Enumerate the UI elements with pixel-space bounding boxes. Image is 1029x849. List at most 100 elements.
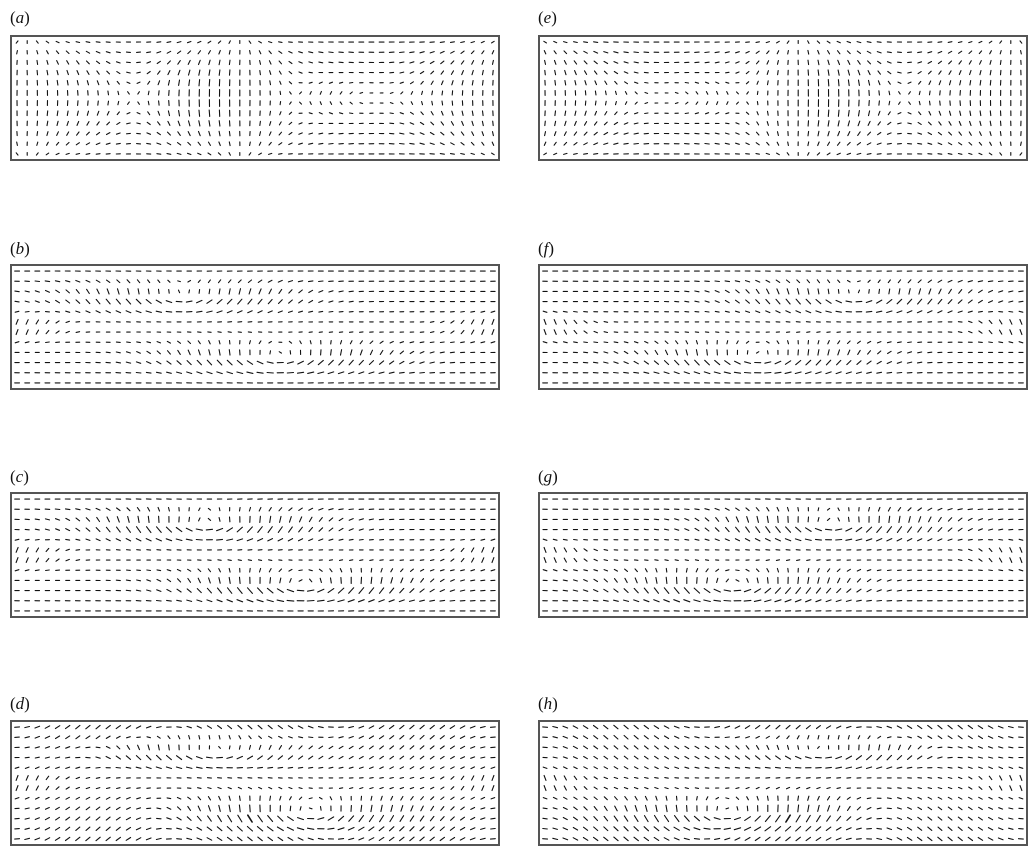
vector-arrow [947,766,953,769]
vector-arrow [776,735,780,739]
vector-arrow [877,279,881,284]
vector-arrow [543,141,547,146]
vector-arrow [755,153,760,155]
vector-arrow [75,786,81,790]
vector-arrow [563,152,568,155]
vector-arrow [706,577,709,584]
vector-arrow [492,69,494,76]
vector-arrow [195,756,203,760]
vector-arrow [593,153,599,155]
vector-arrow [218,745,221,749]
vector-arrow [774,360,782,365]
vector-arrow [633,587,639,594]
vector-arrow [764,361,772,364]
vector-arrow [429,599,436,602]
vector-arrow [675,349,679,356]
vector-arrow [592,361,599,364]
vector-arrow [207,40,212,44]
vector-arrow [845,837,852,841]
vector-arrow [897,341,902,344]
vector-arrow [886,299,893,305]
vector-arrow [715,112,720,115]
vector-arrow [562,735,569,739]
vector-arrow [633,755,639,760]
vector-arrow [603,559,609,562]
vector-arrow [1019,546,1023,553]
vector-arrow [633,61,639,64]
vector-arrow [470,50,475,55]
vector-arrow [65,528,71,532]
vector-arrow [36,141,39,146]
vector-arrow [937,826,943,831]
vector-arrow [684,755,690,760]
vector-arrow [776,141,780,146]
vector-arrow [674,518,680,521]
vector-arrow [267,298,273,305]
vector-arrow [694,112,700,115]
vector-arrow [776,50,780,55]
vector-arrow [306,827,315,830]
vector-arrow [75,776,81,780]
vector-arrow [358,826,365,831]
vector-arrow [338,359,344,366]
vector-arrow [896,827,903,831]
vector-arrow [318,527,324,532]
vector-arrow [490,310,496,313]
vector-arrow [703,599,711,603]
vector-arrow [634,112,639,115]
vector-arrow [593,816,599,822]
vector-arrow [228,567,231,573]
vector-arrow [877,121,881,126]
vector-arrow [439,569,445,572]
vector-arrow [208,577,211,584]
vector-arrow [287,310,293,313]
vector-arrow [228,795,231,801]
vector-arrow [449,826,456,831]
vector-arrow [756,577,759,584]
vector-arrow [258,786,263,790]
vector-arrow [572,579,578,582]
vector-arrow [450,131,455,136]
vector-arrow [298,736,304,739]
vector-arrow [827,109,830,117]
vector-arrow [937,131,943,136]
vector-arrow [603,569,609,572]
vector-arrow [450,121,455,126]
vector-arrow [653,735,660,740]
vector-arrow [997,280,1004,283]
vector-arrow [979,69,982,76]
vector-arrow [226,826,233,832]
vector-arrow [643,735,649,740]
vector-arrow [756,90,759,96]
vector-arrow [623,786,629,790]
vector-arrow [1008,817,1014,820]
vector-arrow [166,806,172,810]
vector-arrow [733,817,741,821]
vector-arrow [644,340,649,344]
vector-arrow [988,329,993,335]
vector-arrow [470,538,476,541]
vector-arrow [450,755,455,760]
vector-arrow [624,796,628,801]
vector-arrow [258,50,262,55]
vector-arrow [166,578,172,583]
vector-arrow [877,506,881,512]
vector-arrow [552,827,558,830]
vector-arrow [115,538,121,542]
vector-arrow [694,745,700,750]
vector-arrow [866,340,872,344]
vector-arrow [583,548,588,552]
vector-arrow [115,826,121,831]
vector-arrow [197,50,202,55]
vector-arrow [978,558,983,562]
vector-arrow [156,726,162,729]
vector-arrow [967,299,973,304]
vector-arrow [684,112,690,115]
vector-arrow [65,50,70,55]
vector-arrow [804,371,812,375]
vector-arrow [896,837,903,841]
vector-arrow [927,142,933,145]
vector-arrow [563,41,568,44]
vector-arrow [24,341,30,344]
vector-arrow [917,351,923,354]
